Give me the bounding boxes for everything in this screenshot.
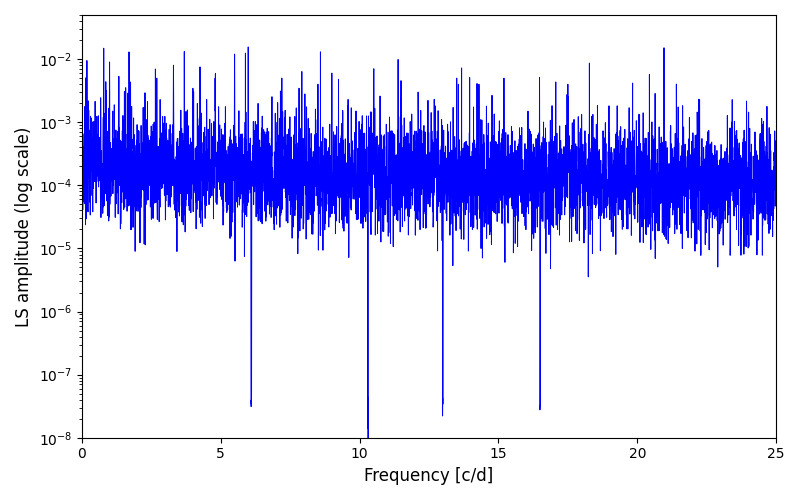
X-axis label: Frequency [c/d]: Frequency [c/d] xyxy=(364,467,494,485)
Y-axis label: LS amplitude (log scale): LS amplitude (log scale) xyxy=(15,126,33,326)
